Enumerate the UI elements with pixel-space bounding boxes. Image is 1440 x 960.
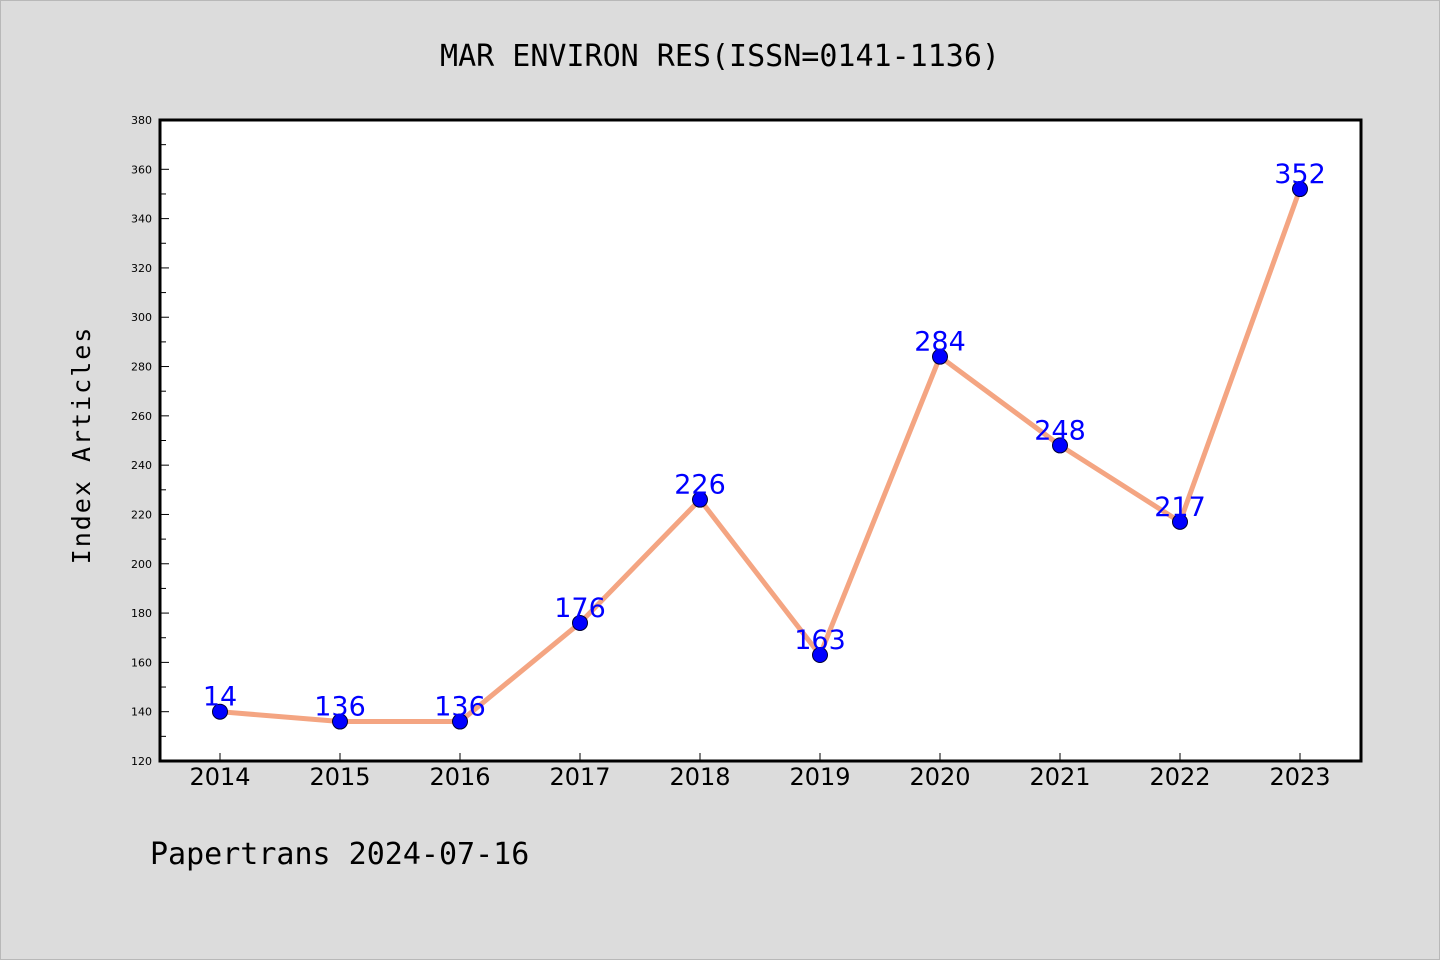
y-axis-label: Index Articles <box>67 326 96 565</box>
data-label: 284 <box>914 327 966 358</box>
x-tick-label: 2022 <box>1149 763 1210 791</box>
data-point <box>1172 513 1188 530</box>
y-tick-label: 240 <box>131 459 152 472</box>
x-tick-label: 2020 <box>909 763 970 791</box>
data-label: 226 <box>674 470 726 501</box>
data-markers <box>212 181 1308 730</box>
y-tick-label: 120 <box>131 755 152 768</box>
data-point <box>812 646 828 663</box>
plot-frame <box>158 118 1363 763</box>
data-point <box>452 713 468 730</box>
x-tick-label: 2019 <box>789 763 850 791</box>
chart-title: MAR ENVIRON RES(ISSN=0141-1136) <box>440 39 1000 74</box>
data-label: 176 <box>554 593 606 624</box>
data-label: 14 <box>203 682 237 713</box>
y-tick-label: 260 <box>131 410 152 423</box>
y-tick-label: 180 <box>131 607 152 620</box>
y-tick-label: 380 <box>131 114 152 127</box>
data-label: 248 <box>1034 415 1086 446</box>
data-label: 163 <box>794 625 846 656</box>
data-point <box>1292 181 1308 198</box>
y-tick-label: 200 <box>131 558 152 571</box>
y-tick-label: 300 <box>131 311 152 324</box>
x-tick-label: 2014 <box>189 763 250 791</box>
y-tick-label: 320 <box>131 262 152 275</box>
data-point <box>332 713 348 730</box>
data-label: 136 <box>434 692 486 723</box>
x-tick-label: 2015 <box>309 763 370 791</box>
data-label: 217 <box>1154 492 1206 523</box>
x-tick-label: 2023 <box>1269 763 1330 791</box>
y-tick-label: 220 <box>131 508 152 521</box>
data-labels: 14 136 136 176 226 163 284 248 217 352 <box>203 159 1326 723</box>
data-label: 352 <box>1274 159 1326 190</box>
data-label: 136 <box>314 692 366 723</box>
footer-text: Papertrans 2024-07-16 <box>150 837 529 872</box>
data-point <box>692 491 708 508</box>
x-axis: 2014 2015 2016 2017 2018 2019 2020 2021 2022 2023 <box>189 753 1331 791</box>
x-tick-label: 2016 <box>429 763 490 791</box>
y-tick-label: 360 <box>131 163 152 176</box>
series-line <box>217 186 1303 725</box>
x-tick-label: 2017 <box>549 763 610 791</box>
y-tick-label: 140 <box>131 706 152 719</box>
data-point <box>572 614 588 631</box>
data-point <box>932 348 948 365</box>
y-tick-label: 160 <box>131 656 152 669</box>
x-tick-label: 2018 <box>669 763 730 791</box>
data-point <box>212 703 228 720</box>
x-tick-label: 2021 <box>1029 763 1090 791</box>
plot-area <box>160 120 1361 761</box>
y-tick-label: 340 <box>131 213 152 226</box>
data-point <box>1052 437 1068 454</box>
y-tick-label: 280 <box>131 361 152 374</box>
